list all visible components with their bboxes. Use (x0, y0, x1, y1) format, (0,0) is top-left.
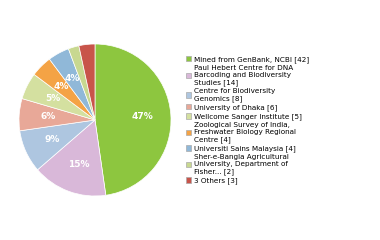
Wedge shape (22, 74, 95, 120)
Wedge shape (79, 44, 95, 120)
Legend: Mined from GenBank, NCBI [42], Paul Hebert Centre for DNA
Barcoding and Biodiver: Mined from GenBank, NCBI [42], Paul Hebe… (184, 54, 311, 186)
Wedge shape (34, 59, 95, 120)
Text: 6%: 6% (40, 112, 55, 121)
Wedge shape (20, 120, 95, 170)
Text: 4%: 4% (65, 74, 80, 83)
Wedge shape (38, 120, 106, 196)
Text: 5%: 5% (45, 94, 60, 103)
Wedge shape (68, 46, 95, 120)
Wedge shape (49, 49, 95, 120)
Text: 9%: 9% (44, 135, 60, 144)
Text: 4%: 4% (54, 82, 70, 91)
Text: 47%: 47% (131, 112, 153, 121)
Wedge shape (19, 99, 95, 131)
Text: 15%: 15% (68, 160, 89, 169)
Wedge shape (95, 44, 171, 195)
